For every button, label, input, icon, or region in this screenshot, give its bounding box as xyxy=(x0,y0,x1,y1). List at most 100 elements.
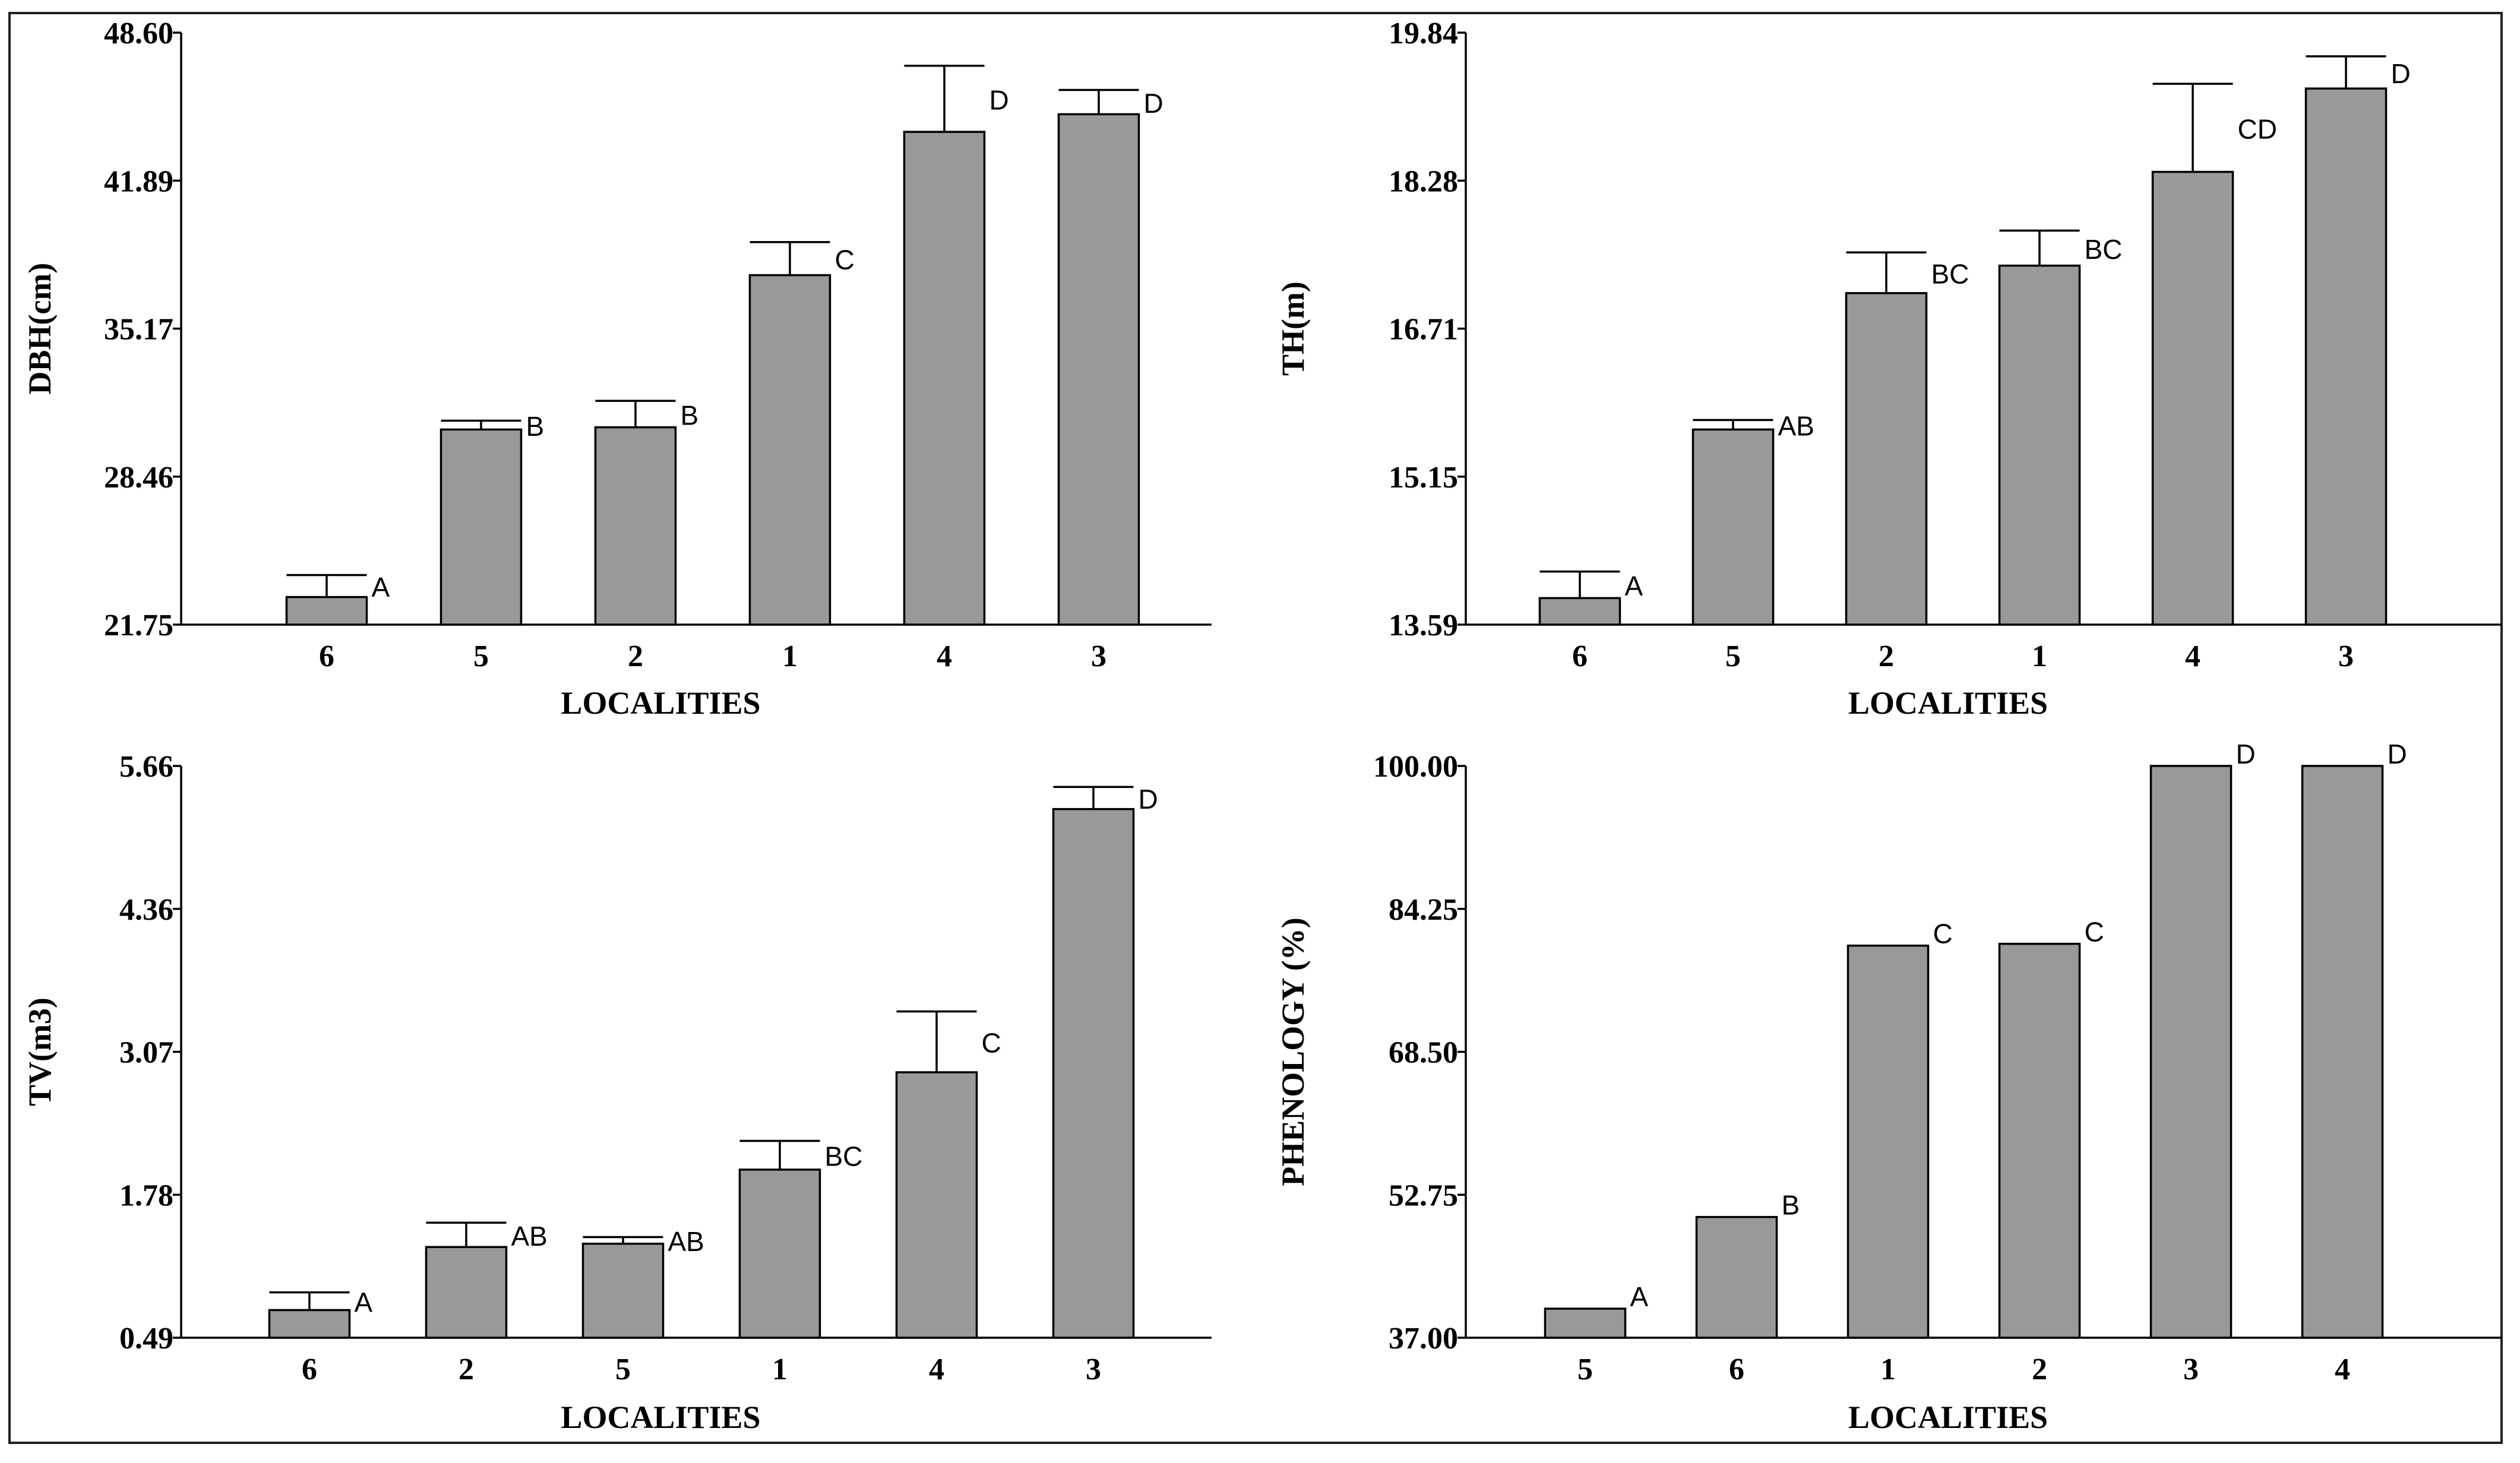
x-tick-label: 4 xyxy=(929,1353,944,1386)
significance-label: D xyxy=(2388,739,2407,770)
bar xyxy=(1998,942,2081,1339)
significance-label: A xyxy=(372,572,390,603)
significance-label: AB xyxy=(668,1226,704,1257)
bar xyxy=(581,1242,665,1339)
y-tick-label: 1.78 xyxy=(119,1179,173,1212)
x-tick-label: 5 xyxy=(473,639,489,673)
x-tick-label: 1 xyxy=(1880,1353,1896,1386)
y-tick-label: 84.25 xyxy=(1389,893,1458,927)
bar xyxy=(2304,87,2388,626)
x-axis-title: LOCALITIES xyxy=(1848,1399,2048,1435)
significance-label: D xyxy=(1144,88,1163,119)
significance-label: D xyxy=(2391,58,2411,89)
x-tick-label: 2 xyxy=(2032,1353,2047,1386)
significance-label: A xyxy=(1625,571,1643,601)
y-tick-label: 3.07 xyxy=(119,1036,173,1070)
bar xyxy=(895,1071,978,1339)
y-tick-label: 100.00 xyxy=(1373,750,1458,784)
bar xyxy=(2149,765,2233,1339)
x-axis-title: LOCALITIES xyxy=(1848,685,2048,721)
x-tick-label: 3 xyxy=(2338,639,2354,673)
y-tick-label: 0.49 xyxy=(119,1322,173,1356)
y-axis-title: TH(m) xyxy=(1275,281,1311,376)
bar xyxy=(425,1246,508,1339)
x-tick-label: 4 xyxy=(2185,639,2200,673)
x-tick-label: 2 xyxy=(628,639,643,673)
bar xyxy=(440,428,523,626)
bar xyxy=(1538,597,1621,626)
bar xyxy=(903,131,986,626)
x-tick-label: 5 xyxy=(1725,639,1741,673)
y-tick-label: 52.75 xyxy=(1389,1179,1458,1212)
x-tick-label: 3 xyxy=(2183,1353,2199,1386)
x-tick-label: 1 xyxy=(782,639,798,673)
y-tick-label: 19.84 xyxy=(1389,17,1458,50)
x-tick-label: 2 xyxy=(459,1353,474,1386)
y-axis-title: TV(m3) xyxy=(22,998,58,1106)
significance-label: AB xyxy=(511,1221,548,1252)
x-tick-label: 6 xyxy=(302,1353,317,1386)
x-tick-label: 4 xyxy=(2335,1353,2350,1386)
significance-label: CD xyxy=(2238,113,2277,144)
bar xyxy=(1695,1215,1778,1339)
bar xyxy=(1846,944,1930,1339)
y-tick-label: 21.75 xyxy=(104,609,173,642)
significance-label: C xyxy=(1933,919,1953,949)
significance-label: BC xyxy=(2085,234,2123,265)
x-tick-label: 2 xyxy=(1879,639,1894,673)
y-tick-label: 4.36 xyxy=(119,893,173,927)
significance-label: A xyxy=(355,1287,373,1318)
bar xyxy=(738,1168,821,1339)
x-tick-label: 6 xyxy=(1572,639,1588,673)
bar xyxy=(1057,113,1140,626)
x-tick-label: 5 xyxy=(615,1353,631,1386)
y-tick-label: 15.15 xyxy=(1389,461,1458,495)
bar xyxy=(2151,170,2234,626)
significance-label: D xyxy=(989,84,1009,115)
bar xyxy=(2301,765,2384,1339)
y-tick-label: 18.28 xyxy=(1389,164,1458,198)
bar xyxy=(594,426,677,626)
y-tick-label: 41.89 xyxy=(104,164,173,198)
bar xyxy=(268,1309,351,1339)
significance-label: C xyxy=(2085,917,2104,948)
x-tick-label: 1 xyxy=(772,1353,788,1386)
significance-label: C xyxy=(982,1028,1001,1059)
significance-label: B xyxy=(526,411,545,442)
y-tick-label: 5.66 xyxy=(119,750,173,784)
y-tick-label: 35.17 xyxy=(104,313,173,347)
y-tick-label: 48.60 xyxy=(104,17,173,50)
x-tick-label: 5 xyxy=(1577,1353,1593,1386)
significance-label: D xyxy=(1139,784,1158,815)
significance-label: A xyxy=(1630,1281,1649,1312)
significance-label: BC xyxy=(1931,258,1969,289)
bar xyxy=(285,596,368,626)
bar xyxy=(1845,292,1928,626)
x-tick-label: 1 xyxy=(2032,639,2047,673)
x-tick-label: 6 xyxy=(319,639,334,673)
x-axis-title: LOCALITIES xyxy=(561,685,760,721)
x-tick-label: 6 xyxy=(1729,1353,1744,1386)
bar xyxy=(1691,428,1775,626)
significance-label: B xyxy=(681,400,699,430)
figure-frame xyxy=(8,12,2503,1444)
significance-label: D xyxy=(2236,739,2256,770)
x-tick-label: 3 xyxy=(1091,639,1106,673)
bar xyxy=(1998,264,2081,626)
significance-label: B xyxy=(1782,1190,1800,1221)
significance-label: AB xyxy=(1778,410,1814,441)
y-axis-title: DBH(cm) xyxy=(22,263,58,395)
bar xyxy=(1052,808,1135,1339)
y-axis-title: PHENOLOGY (%) xyxy=(1275,917,1311,1186)
x-axis-title: LOCALITIES xyxy=(561,1399,760,1435)
y-tick-label: 28.46 xyxy=(104,461,173,495)
x-tick-label: 3 xyxy=(1086,1353,1101,1386)
y-tick-label: 13.59 xyxy=(1389,609,1458,642)
y-tick-label: 68.50 xyxy=(1389,1036,1458,1070)
bar xyxy=(748,274,831,626)
bar xyxy=(1544,1307,1627,1339)
significance-label: C xyxy=(835,245,855,276)
x-tick-label: 4 xyxy=(937,639,952,673)
y-tick-label: 16.71 xyxy=(1389,313,1458,347)
